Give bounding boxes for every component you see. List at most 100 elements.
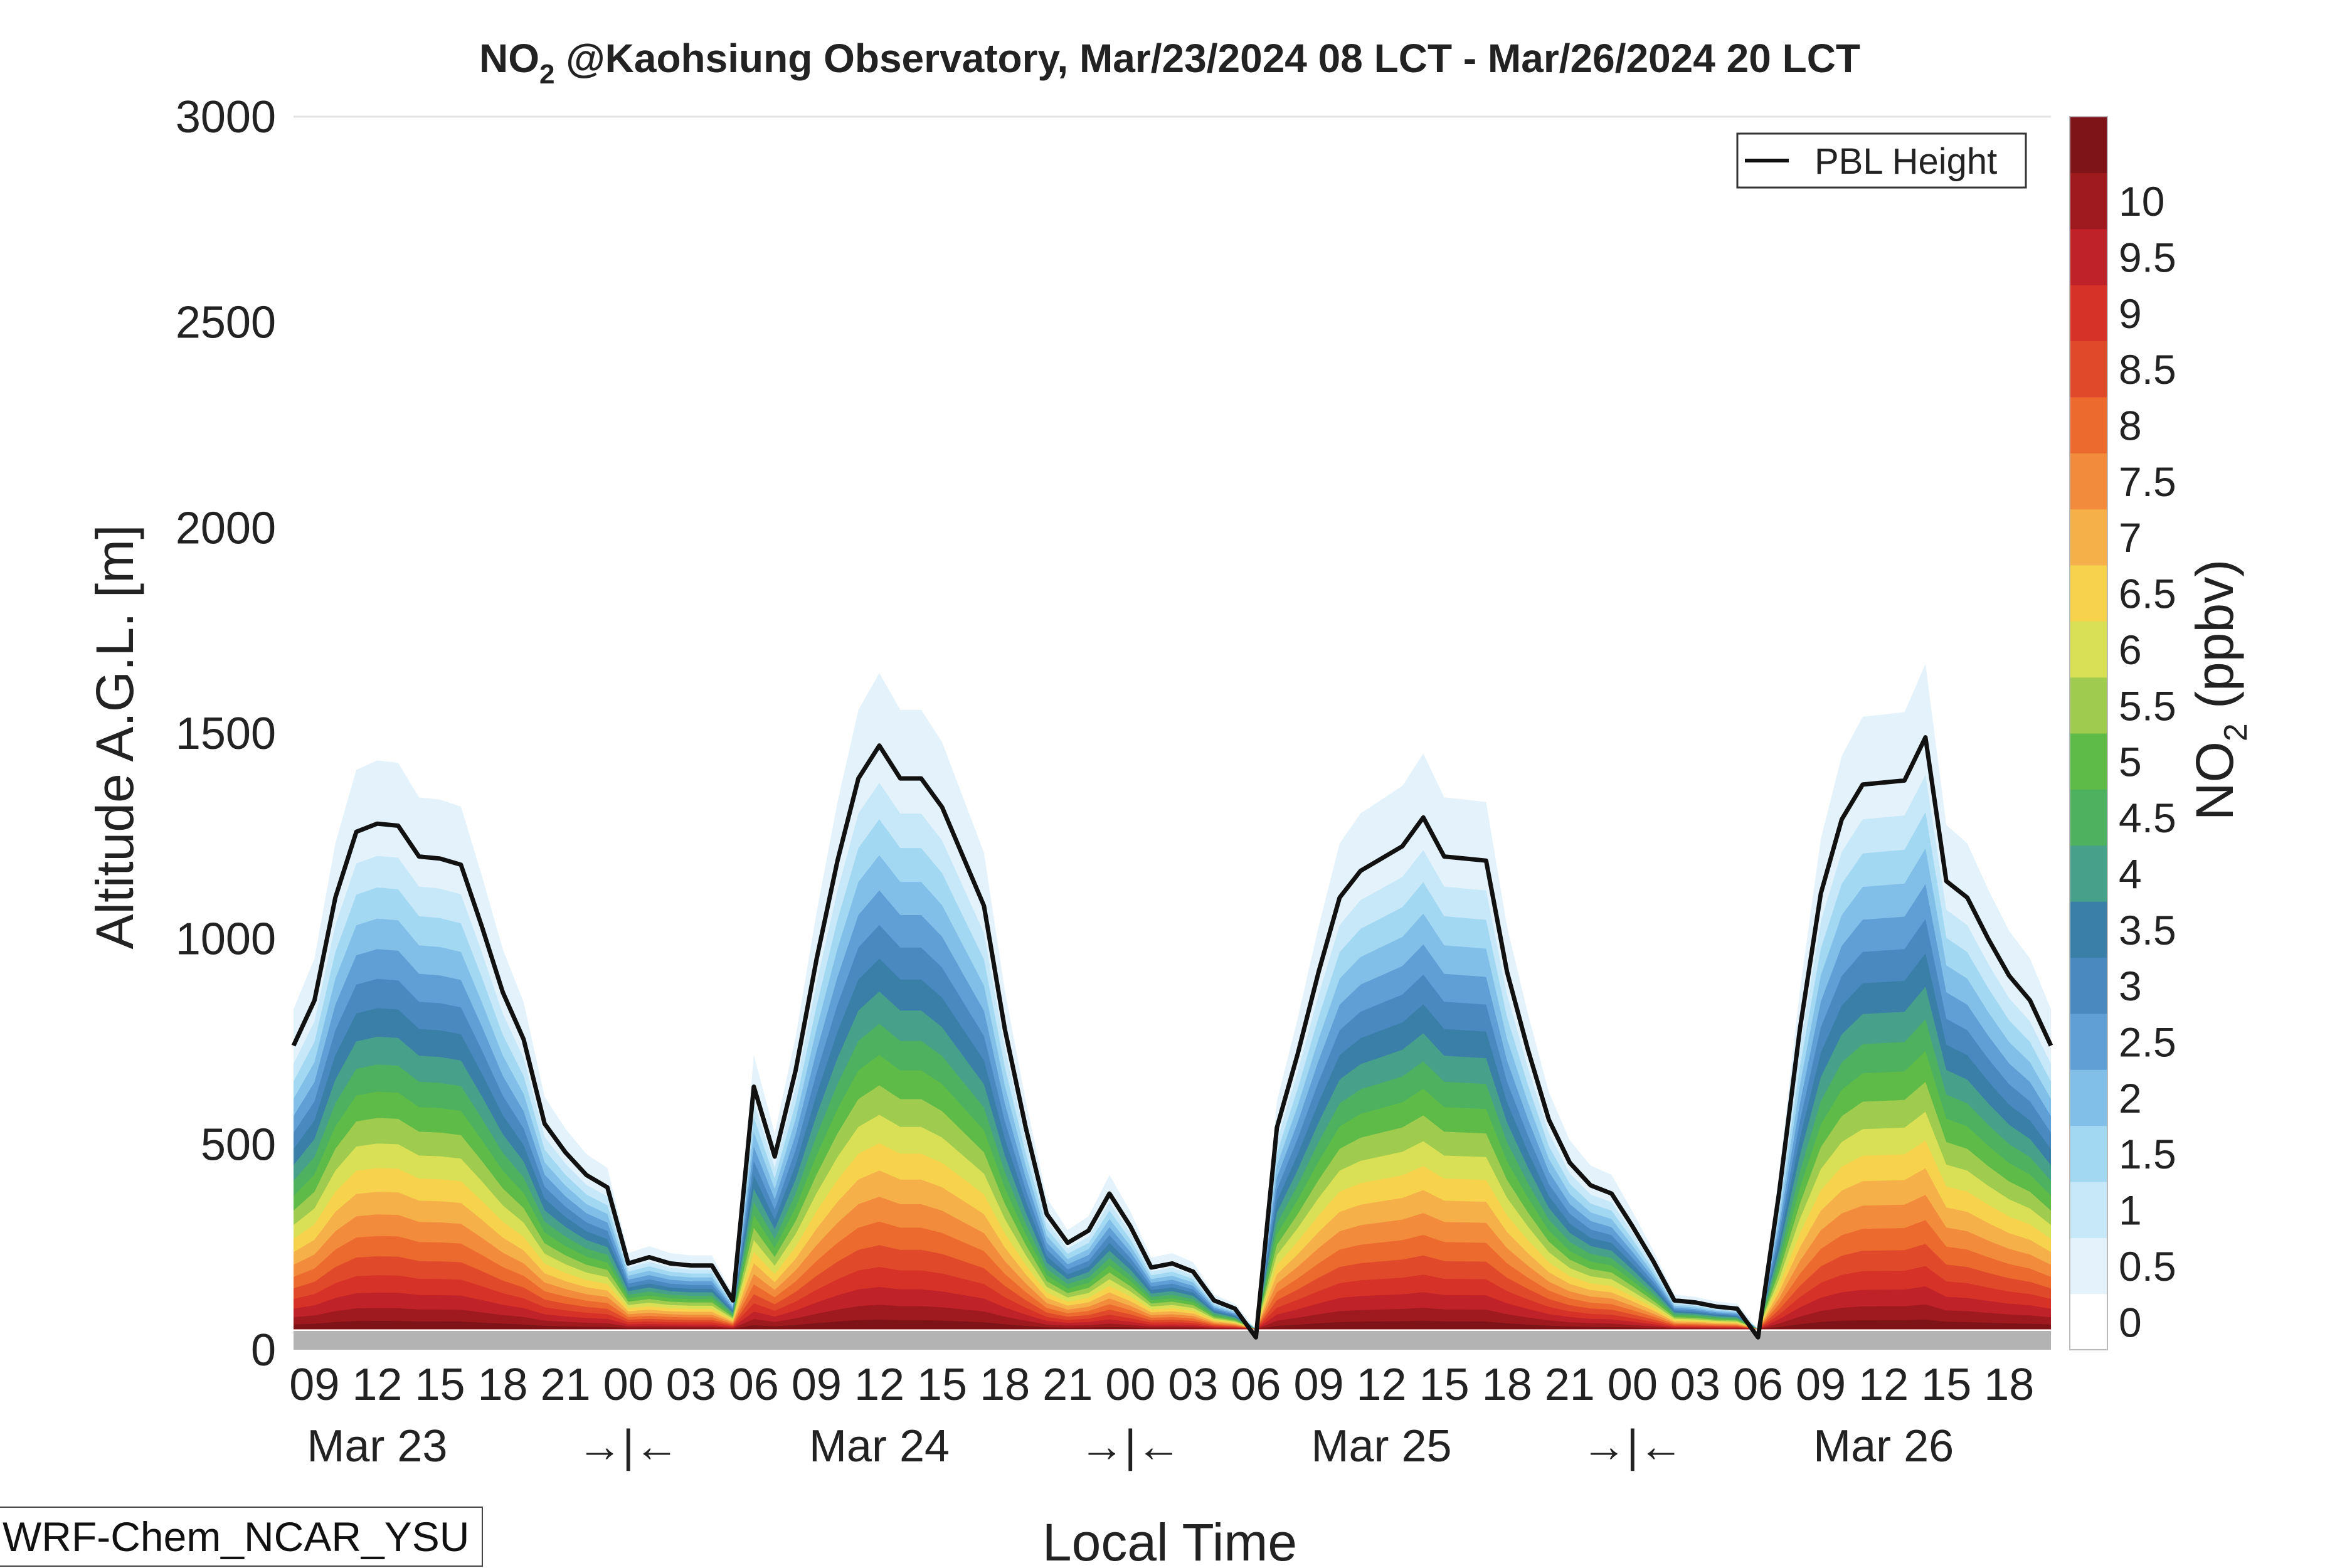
- plot-area: [291, 115, 2053, 1350]
- x-tick-label: 12: [1858, 1360, 1909, 1410]
- x-tick-label: 21: [541, 1360, 591, 1410]
- colorbar-swatch: [2070, 564, 2107, 622]
- colorbar-swatch: [2070, 621, 2107, 678]
- x-axis-label: Local Time: [1042, 1513, 1297, 1568]
- colorbar-swatch: [2070, 509, 2107, 566]
- x-tick-label: 15: [1921, 1360, 1971, 1410]
- colorbar-tick-label: 1: [2119, 1187, 2142, 1234]
- legend-label: PBL Height: [1814, 141, 1997, 182]
- x-tick-label: 15: [917, 1360, 967, 1410]
- colorbar-tick-label: 8.5: [2119, 346, 2176, 393]
- colorbar-swatch: [2070, 228, 2107, 285]
- colorbar-tick-label: 4: [2119, 850, 2142, 897]
- x-tick-label: 09: [289, 1360, 339, 1410]
- colorbar-tick-label: 7: [2119, 514, 2142, 561]
- colorbar-swatch: [2070, 677, 2107, 734]
- colorbar-tick-label: 0: [2119, 1299, 2142, 1345]
- colorbar-swatch: [2070, 1293, 2107, 1350]
- y-tick-label: 1500: [176, 709, 276, 759]
- x-tick-label: 15: [1419, 1360, 1470, 1410]
- colorbar-tick-label: 3: [2119, 963, 2142, 1009]
- x-tick-label: 00: [1105, 1360, 1155, 1410]
- colorbar-swatch: [2070, 789, 2107, 846]
- x-tick-label: 18: [478, 1360, 528, 1410]
- colorbar-tick-label: 7.5: [2119, 458, 2176, 505]
- colorbar: [2069, 116, 2108, 1350]
- colorbar-tick-label: 6: [2119, 627, 2142, 673]
- pbl-height-line: [291, 735, 2053, 1340]
- legend: PBL Height: [1736, 132, 2027, 189]
- contour-band: [294, 1319, 2051, 1330]
- colorbar-tick-label: 9.5: [2119, 234, 2176, 280]
- x-tick-label: 21: [1042, 1360, 1093, 1410]
- y-tick-label: 0: [251, 1325, 276, 1375]
- x-tick-label: 06: [1733, 1360, 1783, 1410]
- colorbar-ticks: 0 0.5 1 1.5 2 2.5 3 3.5 4 4.5 5 5.5 6 6.5 7 7.5 8 8.5 9 9.5…: [2119, 178, 2176, 1345]
- colorbar-tick-label: 6.5: [2119, 571, 2176, 617]
- colorbar-swatch: [2070, 845, 2107, 902]
- x-tick-label: 12: [1357, 1360, 1407, 1410]
- colorbar-label: NO2 (ppbv): [2185, 559, 2254, 820]
- x-tick-label: 03: [1168, 1360, 1218, 1410]
- x-tick-label: 06: [729, 1360, 779, 1410]
- x-tick-label: 12: [854, 1360, 904, 1410]
- colorbar-swatch: [2070, 453, 2107, 510]
- colorbar-swatch: [2070, 1013, 2107, 1070]
- y-tick-label: 2000: [176, 503, 276, 553]
- colorbar-tick-label: 3.5: [2119, 907, 2176, 953]
- x-tick-label: 06: [1231, 1360, 1281, 1410]
- ground-band: [294, 1331, 2051, 1350]
- colorbar-swatch: [2070, 117, 2107, 173]
- x-tick-label: 09: [792, 1360, 842, 1410]
- x-day-label: Mar 24: [809, 1421, 950, 1471]
- y-tick-label: 3000: [176, 92, 276, 142]
- x-day-label: →|←: [1582, 1421, 1684, 1471]
- y-axis-label: Altitude A.G.L. [m]: [85, 525, 144, 950]
- x-day-labels: Mar 23 →|← Mar 24 →|← Mar 25 →|← Mar 26: [307, 1421, 1954, 1471]
- x-tick-label: 03: [1670, 1360, 1720, 1410]
- colorbar-tick-label: 5.5: [2119, 682, 2176, 729]
- colorbar-swatch: [2070, 1125, 2107, 1182]
- colorbar-tick-label: 10: [2119, 178, 2164, 225]
- x-day-label: Mar 23: [307, 1421, 447, 1471]
- colorbar-swatch: [2070, 341, 2107, 398]
- x-tick-label: 12: [352, 1360, 402, 1410]
- colorbar-frame: [2069, 116, 2108, 1350]
- x-tick-label: 18: [980, 1360, 1030, 1410]
- x-day-label: Mar 26: [1813, 1421, 1954, 1471]
- colorbar-tick-label: 2: [2119, 1075, 2142, 1121]
- colorbar-tick-label: 5: [2119, 739, 2142, 785]
- x-tick-label: 03: [666, 1360, 716, 1410]
- colorbar-swatch: [2070, 172, 2107, 230]
- colorbar-swatch: [2070, 1181, 2107, 1238]
- colorbar-tick-label: 2.5: [2119, 1019, 2176, 1066]
- x-tick-label: 00: [1608, 1360, 1658, 1410]
- colorbar-swatch: [2070, 957, 2107, 1014]
- x-tick-label: 18: [1482, 1360, 1532, 1410]
- chart-title: NO2 @Kaohsiung Observatory, Mar/23/2024 …: [479, 36, 1860, 90]
- colorbar-tick-label: 9: [2119, 290, 2142, 337]
- colorbar-tick-label: 0.5: [2119, 1243, 2176, 1290]
- x-tick-label: 09: [1796, 1360, 1846, 1410]
- x-day-label: →|←: [1079, 1421, 1182, 1471]
- colorbar-tick-label: 1.5: [2119, 1131, 2176, 1177]
- no2-contours: [294, 664, 2051, 1330]
- x-day-label: Mar 25: [1311, 1421, 1452, 1471]
- colorbar-tick-label: 4.5: [2119, 795, 2176, 841]
- colorbar-swatch: [2070, 901, 2107, 958]
- x-tick-label: 15: [415, 1360, 465, 1410]
- y-axis: 0 500 1000 1500 2000 2500 3000: [176, 92, 276, 1375]
- colorbar-swatch: [2070, 1069, 2107, 1126]
- x-day-label: →|←: [577, 1421, 679, 1471]
- model-label: WRF-Chem_NCAR_YSU: [0, 1507, 483, 1567]
- x-tick-label: 00: [603, 1360, 654, 1410]
- x-tick-label: 09: [1293, 1360, 1343, 1410]
- colorbar-swatch: [2070, 733, 2107, 790]
- colorbar-swatch: [2070, 285, 2107, 342]
- x-axis: 09 12 15 18 21 00 03 06 09 12 15 18 21 00 03 06 09 12 15 18…: [289, 1360, 2034, 1410]
- colorbar-swatch: [2070, 1237, 2107, 1295]
- x-tick-label: 21: [1545, 1360, 1595, 1410]
- x-tick-label: 18: [1984, 1360, 2034, 1410]
- y-tick-label: 500: [201, 1120, 276, 1170]
